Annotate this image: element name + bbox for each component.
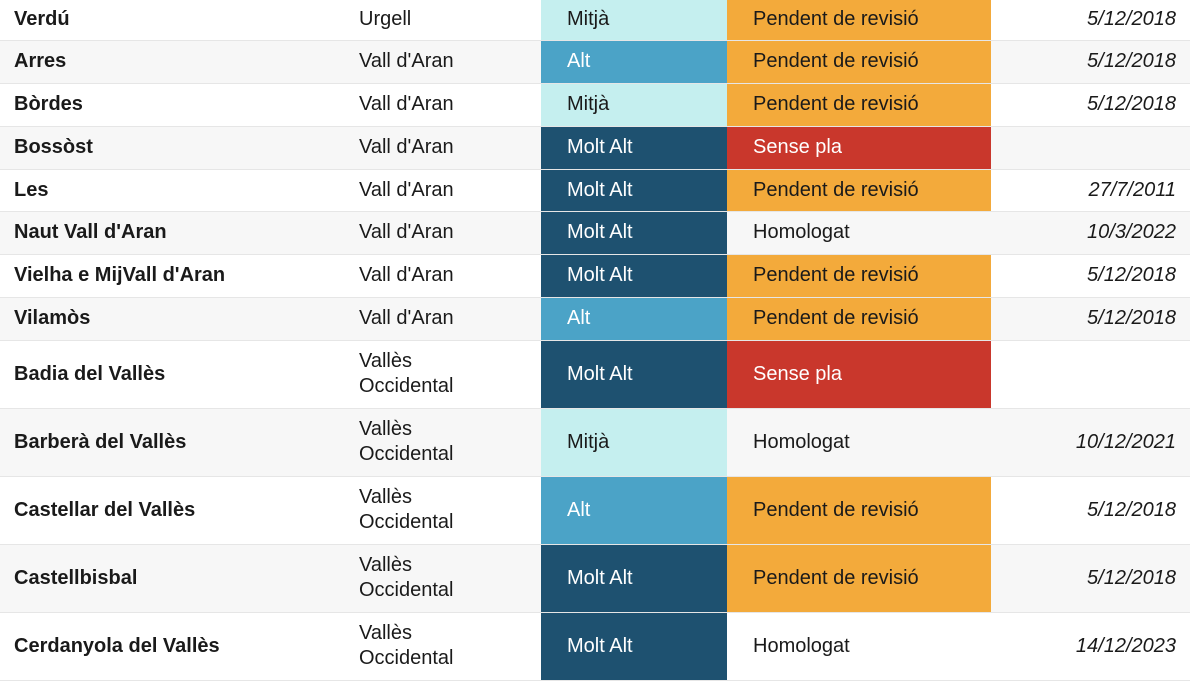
update-date: 5/12/2018 [1087,264,1176,286]
plan-status-badge: Homologat [753,430,850,453]
municipality-name: Castellar del Vallès [14,498,196,521]
comarca-cell: Vallès Occidental [345,340,541,408]
plan-status-badge: Pendent de revisió [727,83,991,126]
municipality-name: Arres [14,50,67,72]
comarca-line: Occidental [359,647,454,669]
risk-level-badge: Molt Alt [541,544,727,612]
update-date: 5/12/2018 [1087,307,1176,329]
comarca-line: Vall d'Aran [359,307,454,329]
comarca-line: Vallès [359,622,412,644]
table-row: Castellar del Vallès Vallès Occidental Alt P… [0,476,1190,544]
comarca-line: Occidental [359,511,454,533]
comarca-line: Urgell [359,8,412,31]
municipality-name: Castellbisbal [14,566,138,589]
table-row: Vielha e MijVall d'Aran Vall d'Aran Molt A… [0,254,1190,297]
comarca-cell: Vall d'Aran [345,297,541,340]
update-date: 10/3/2022 [1087,221,1176,243]
municipality-name: Vilamòs [14,307,91,329]
comarca-cell: Vall d'Aran [345,83,541,126]
comarca-line: Vall d'Aran [359,50,454,72]
comarca-line: Vall d'Aran [359,136,454,158]
risk-level-badge: Mitjà [541,83,727,126]
comarca-cell: Vall d'Aran [345,169,541,211]
table-row: Arres Vall d'Aran Alt Pendent de revisió 5/1… [0,40,1190,83]
update-date: 5/12/2018 [1087,498,1176,521]
municipality-name: Bòrdes [14,93,83,115]
risk-level-badge: Molt Alt [541,169,727,211]
comarca-cell: Urgell [345,0,541,40]
plan-status-badge: Pendent de revisió [727,297,991,340]
risk-level-badge: Mitjà [541,408,727,476]
municipality-name: Bossòst [14,136,93,158]
update-date [991,340,1190,408]
comarca-line: Vallès [359,486,412,508]
table-row: Verdú Urgell Mitjà Pendent de revisió 5/12/2… [0,0,1190,40]
municipality-name: Barberà del Vallès [14,430,187,453]
update-date: 5/12/2018 [1087,50,1176,72]
risk-level-badge: Molt Alt [541,340,727,408]
update-date: 14/12/2023 [1075,634,1176,657]
update-date: 27/7/2011 [1088,178,1177,201]
table-row: Vilamòs Vall d'Aran Alt Pendent de revisió 5… [0,297,1190,340]
table-row: Cerdanyola del Vallès Vallès Occidental Mol… [0,612,1190,680]
comarca-cell: Vallès Occidental [345,408,541,476]
risk-level-badge: Alt [541,297,727,340]
risk-level-badge: Alt [541,476,727,544]
table-row: Naut Vall d'Aran Vall d'Aran Molt Alt Homol… [0,211,1190,254]
municipality-name: Badia del Vallès [14,362,166,385]
comarca-cell: Vall d'Aran [345,40,541,83]
comarca-line: Occidental [359,443,454,465]
table-row: Badia del Vallès Vallès Occidental Molt Alt… [0,340,1190,408]
table-row: Barberà del Vallès Vallès Occidental Mitjà H… [0,408,1190,476]
comarca-line: Vallès [359,418,412,440]
plan-status-badge: Homologat [753,634,850,657]
risk-level-badge: Molt Alt [541,211,727,254]
comarca-line: Vall d'Aran [359,93,454,115]
comarca-cell: Vallès Occidental [345,544,541,612]
risk-level-badge: Molt Alt [541,254,727,297]
comarca-line: Vallès [359,554,412,576]
plan-status-badge: Pendent de revisió [727,169,991,211]
plan-status-badge: Pendent de revisió [727,476,991,544]
risk-level-badge: Molt Alt [541,612,727,680]
plan-status-badge: Pendent de revisió [727,40,991,83]
municipality-name: Vielha e MijVall d'Aran [14,264,226,286]
comarca-cell: Vall d'Aran [345,211,541,254]
municipality-name: Verdú [14,8,70,31]
comarca-line: Occidental [359,579,454,601]
update-date: 10/12/2021 [1075,430,1176,453]
table-row: Bossòst Vall d'Aran Molt Alt Sense pla [0,126,1190,169]
risk-level-badge: Molt Alt [541,126,727,169]
municipality-name: Les [14,178,49,201]
comarca-cell: Vallès Occidental [345,476,541,544]
comarca-cell: Vall d'Aran [345,254,541,297]
table-row: Castellbisbal Vallès Occidental Molt Alt Pen… [0,544,1190,612]
plan-status-badge: Homologat [753,221,850,243]
comarca-line: Vallès [359,350,412,372]
plan-status-badge: Sense pla [727,126,991,169]
risk-level-badge: Mitjà [541,0,727,40]
municipality-name: Naut Vall d'Aran [14,221,167,243]
update-date: 5/12/2018 [1087,566,1176,589]
update-date: 5/12/2018 [1087,93,1176,115]
comarca-line: Vall d'Aran [359,221,454,243]
comarca-line: Vall d'Aran [359,264,454,286]
update-date: 5/12/2018 [1087,8,1176,31]
plan-status-badge: Pendent de revisió [727,0,991,40]
update-date [991,126,1190,169]
comarca-line: Occidental [359,375,454,397]
table-row: Bòrdes Vall d'Aran Mitjà Pendent de revisió… [0,83,1190,126]
municipality-name: Cerdanyola del Vallès [14,634,220,657]
risk-level-badge: Alt [541,40,727,83]
plan-status-badge: Pendent de revisió [727,254,991,297]
comarca-cell: Vall d'Aran [345,126,541,169]
plan-status-badge: Sense pla [727,340,991,408]
comarca-cell: Vallès Occidental [345,612,541,680]
plan-status-badge: Pendent de revisió [727,544,991,612]
table-row: Les Vall d'Aran Molt Alt Pendent de revisió… [0,169,1190,211]
comarca-line: Vall d'Aran [359,178,454,201]
